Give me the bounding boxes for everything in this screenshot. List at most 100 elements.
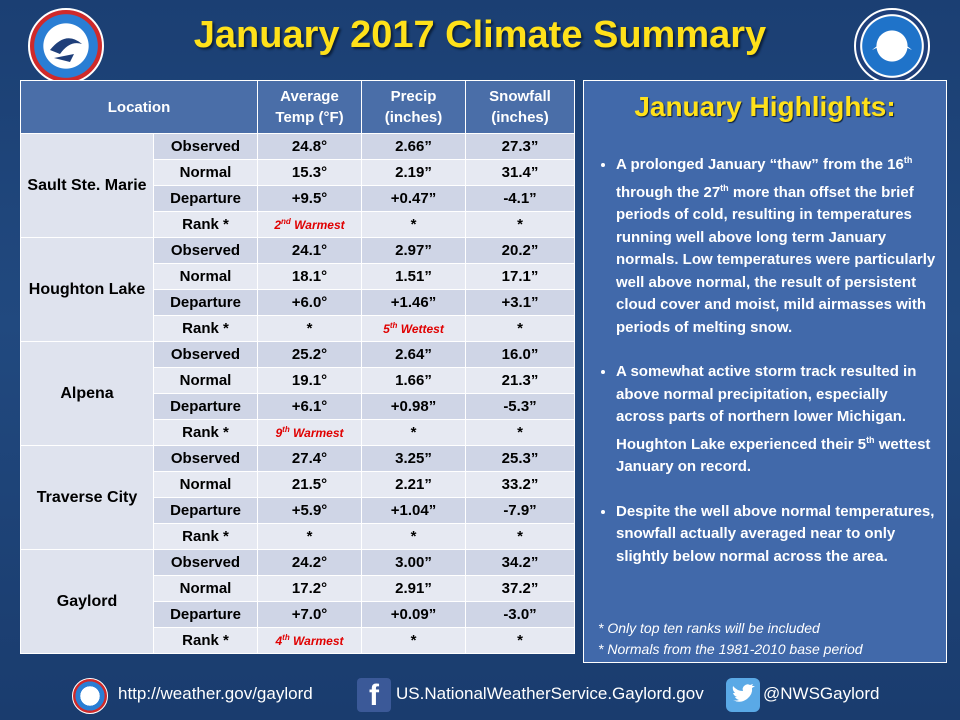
snowfall-cell: * <box>465 523 575 550</box>
snowfall-cell: 21.3” <box>465 367 575 394</box>
snowfall-cell: 25.3” <box>465 445 575 472</box>
snowfall-cell: * <box>465 211 575 238</box>
page-title: January 2017 Climate Summary <box>193 14 767 56</box>
facebook-icon: f <box>357 678 391 712</box>
temp-cell: 9th Warmest <box>257 419 362 446</box>
snowfall-cell: -7.9” <box>465 497 575 524</box>
snowfall-cell: * <box>465 315 575 342</box>
snowfall-cell: 20.2” <box>465 237 575 264</box>
temp-cell: 17.2° <box>257 575 362 602</box>
precip-cell: 2.91” <box>361 575 466 602</box>
precip-cell: * <box>361 627 466 654</box>
precip-cell: 3.25” <box>361 445 466 472</box>
temp-cell: 25.2° <box>257 341 362 368</box>
climate-table: Location Average Temp (°F) Precip (inches)… <box>20 80 575 654</box>
header-temp: Average Temp (°F) <box>257 80 362 134</box>
table-row: Sault Ste. Marie Observed 24.8° 2.66” 27.3” <box>20 133 575 238</box>
temp-cell: 19.1° <box>257 367 362 394</box>
table-row: Rank * * * * <box>21 523 575 550</box>
table-row: Rank * 9th Warmest * * <box>21 419 575 446</box>
table-row: Gaylord Observed 24.2° 3.00” 34.2” <box>20 549 575 654</box>
footnote-ranks: * Only top ten ranks will be included <box>598 620 820 636</box>
temp-cell: * <box>257 523 362 550</box>
temp-cell: 27.4° <box>257 445 362 472</box>
precip-cell: 2.97” <box>361 237 466 264</box>
row-type-label: Rank * <box>153 419 258 446</box>
row-type-label: Observed <box>153 133 258 160</box>
table-header-row: Location Average Temp (°F) Precip (inches)… <box>20 80 575 134</box>
noaa-logo-icon: NOAA <box>854 8 930 84</box>
nws-logo-icon <box>28 8 104 84</box>
temp-cell: 21.5° <box>257 471 362 498</box>
highlights-panel: January Highlights: A prolonged January … <box>583 80 947 663</box>
location-name: Alpena <box>20 341 154 446</box>
temp-cell: 24.8° <box>257 133 362 160</box>
temp-cell: 24.2° <box>257 549 362 576</box>
temp-cell: +5.9° <box>257 497 362 524</box>
highlight-snowfall: Despite the well above normal temperatur… <box>616 501 936 569</box>
precip-cell: 3.00” <box>361 549 466 576</box>
snowfall-cell: 27.3” <box>465 133 575 160</box>
snowfall-cell: 17.1” <box>465 263 575 290</box>
precip-cell: 2.66” <box>361 133 466 160</box>
table-row: Departure +5.9° +1.04” -7.9” <box>21 497 575 524</box>
precip-cell: 5th Wettest <box>361 315 466 342</box>
precip-cell: +1.46” <box>361 289 466 316</box>
precip-cell: +0.98” <box>361 393 466 420</box>
location-name: Gaylord <box>20 549 154 654</box>
svg-text:NOAA: NOAA <box>879 35 906 45</box>
temp-cell: +6.0° <box>257 289 362 316</box>
precip-cell: 1.51” <box>361 263 466 290</box>
temp-cell: * <box>257 315 362 342</box>
temp-cell: 2nd Warmest <box>257 211 362 238</box>
header-snowfall: Snowfall (inches) <box>465 80 575 134</box>
row-type-label: Departure <box>153 393 258 420</box>
snowfall-cell: -5.3” <box>465 393 575 420</box>
twitter-icon <box>726 678 760 712</box>
temp-cell: 18.1° <box>257 263 362 290</box>
snowfall-cell: -4.1” <box>465 185 575 212</box>
precip-cell: 2.19” <box>361 159 466 186</box>
twitter-link[interactable]: @NWSGaylord <box>763 684 880 703</box>
temp-cell: +9.5° <box>257 185 362 212</box>
precip-cell: * <box>361 419 466 446</box>
table-row: Normal 18.1° 1.51” 17.1” <box>21 263 575 290</box>
precip-cell: +0.47” <box>361 185 466 212</box>
row-type-label: Departure <box>153 185 258 212</box>
table-row: Houghton Lake Observed 24.1° 2.97” 20.2” <box>20 237 575 342</box>
row-type-label: Rank * <box>153 211 258 238</box>
table-row: Alpena Observed 25.2° 2.64” 16.0” <box>20 341 575 446</box>
location-name: Sault Ste. Marie <box>20 133 154 238</box>
snowfall-cell: 16.0” <box>465 341 575 368</box>
precip-cell: 2.21” <box>361 471 466 498</box>
precip-cell: 1.66” <box>361 367 466 394</box>
row-type-label: Observed <box>153 341 258 368</box>
row-type-label: Normal <box>153 263 258 290</box>
location-name: Traverse City <box>20 445 154 550</box>
temp-cell: 24.1° <box>257 237 362 264</box>
row-type-label: Observed <box>153 549 258 576</box>
temp-cell: +6.1° <box>257 393 362 420</box>
footnote-normals: * Normals from the 1981-2010 base period <box>598 641 863 657</box>
facebook-link[interactable]: US.NationalWeatherService.Gaylord.gov <box>396 684 704 703</box>
highlight-thaw: A prolonged January “thaw” from the 16th… <box>616 149 936 339</box>
precip-cell: 2.64” <box>361 341 466 368</box>
row-type-label: Departure <box>153 497 258 524</box>
table-row: Rank * * 5th Wettest * <box>21 315 575 342</box>
row-type-label: Departure <box>153 289 258 316</box>
row-type-label: Normal <box>153 471 258 498</box>
website-link[interactable]: http://weather.gov/gaylord <box>118 684 313 703</box>
table-row: Departure +6.0° +1.46” +3.1” <box>21 289 575 316</box>
header-precip: Precip (inches) <box>361 80 466 134</box>
precip-cell: +0.09” <box>361 601 466 628</box>
highlight-storm-track: A somewhat active storm track resulted i… <box>616 361 936 479</box>
table-row: Rank * 2nd Warmest * * <box>21 211 575 238</box>
temp-cell: 4th Warmest <box>257 627 362 654</box>
temp-cell: 15.3° <box>257 159 362 186</box>
table-row: Normal 15.3° 2.19” 31.4” <box>21 159 575 186</box>
snowfall-cell: 33.2” <box>465 471 575 498</box>
row-type-label: Normal <box>153 159 258 186</box>
highlights-list: A prolonged January “thaw” from the 16th… <box>594 149 936 568</box>
snowfall-cell: +3.1” <box>465 289 575 316</box>
row-type-label: Observed <box>153 237 258 264</box>
